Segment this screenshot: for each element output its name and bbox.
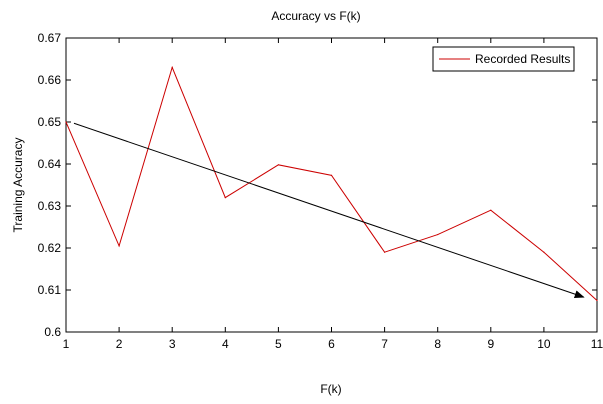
x-axis-label: F(k) [320,382,341,396]
data-point [224,197,226,199]
data-point [543,251,545,253]
series-layer [65,65,598,302]
data-point [596,299,598,302]
y-tick-label: 0.6 [44,325,61,339]
x-tick-label: 6 [328,337,335,351]
trend-arrow [73,122,585,299]
x-tick-label: 5 [275,337,282,351]
y-tick-label: 0.64 [38,157,62,171]
data-point [65,121,67,123]
x-tick-label: 9 [487,337,494,351]
x-tick-label: 1 [63,337,70,351]
y-axis-label: Training Accuracy [11,138,25,233]
y-axis: 0.6 0.61 0.62 0.63 0.64 0.65 0.66 0.67 [38,31,597,339]
x-tick-label: 7 [381,337,388,351]
plot-area [65,37,598,333]
y-tick-label: 0.66 [38,73,62,87]
y-tick-label: 0.61 [38,283,62,297]
data-point [118,245,120,247]
data-point [384,251,386,253]
data-point [490,209,492,211]
chart-title: Accuracy vs F(k) [271,9,360,23]
data-point [437,233,439,236]
x-tick-label: 10 [537,337,551,351]
data-point [330,174,333,176]
x-axis: 1 2 3 4 5 6 7 8 9 10 11 [63,38,603,351]
data-point [171,66,173,68]
annotation-layer [73,122,585,299]
x-tick-label: 11 [591,337,603,351]
y-tick-label: 0.62 [38,241,62,255]
x-tick-label: 2 [116,337,123,351]
y-tick-label: 0.63 [38,199,62,213]
x-tick-label: 3 [169,337,176,351]
x-tick-label: 4 [222,337,229,351]
y-tick-label: 0.67 [38,31,62,45]
legend: Recorded Results [432,46,575,72]
y-tick-label: 0.65 [38,115,62,129]
legend-label: Recorded Results [475,52,570,66]
data-point [277,164,279,166]
x-tick-label: 8 [434,337,441,351]
